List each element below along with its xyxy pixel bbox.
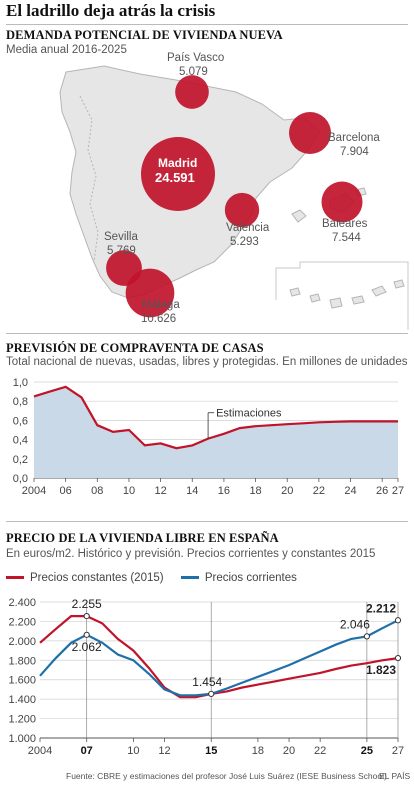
price-ytick-label: 1.200 — [8, 714, 36, 726]
sales-xtick-label: 22 — [313, 485, 325, 497]
bubble-m-laga — [125, 268, 175, 318]
sales-subtitle: Total nacional de nuevas, usadas, libres… — [6, 356, 408, 368]
price-annotation-label: 1.823 — [366, 663, 396, 677]
sales-xtick-label: 14 — [186, 485, 198, 497]
price-xtick-label: 07 — [81, 745, 93, 757]
sales-ytick-label: 1,0 — [13, 377, 28, 389]
sales-chart: Estimaciones 0,0 0,2 0,4 0,6 0,8 1,0 2004 06 08… — [13, 377, 404, 497]
label-valencia-name: Valencia — [226, 222, 270, 234]
sales-xtick-label: 18 — [249, 485, 261, 497]
sales-xtick-label: 26 — [376, 485, 388, 497]
label-barcelona-value: 7.904 — [340, 146, 369, 158]
price-ytick-label: 1.400 — [8, 694, 36, 706]
price-point-marker — [83, 631, 90, 638]
sales-ytick-label: 0,4 — [13, 435, 28, 447]
section-divider-2 — [6, 521, 408, 522]
sales-line — [33, 385, 398, 450]
sales-ytick-label: 0,6 — [13, 415, 28, 427]
legend-item-current: Precios corrientes — [180, 571, 297, 584]
sales-xtick-label: 06 — [60, 485, 72, 497]
sales-title: PREVISIÓN DE COMPRAVENTA DE CASAS — [6, 341, 264, 355]
sales-ytick-label: 0,8 — [13, 396, 28, 408]
price-point-marker — [394, 654, 402, 662]
label-madrid-name: Madrid — [158, 156, 198, 170]
label-baleares-name: Baleares — [322, 218, 368, 230]
estimate-label: Estimaciones — [216, 408, 282, 420]
price-xtick-label: 20 — [283, 745, 295, 757]
label-baleares-value: 7.544 — [332, 232, 361, 244]
sales-xtick-label: 24 — [344, 485, 356, 497]
sales-xtick-label: 27 — [392, 485, 404, 497]
price-point-marker — [394, 617, 402, 624]
sales-xtick-label: 2004 — [22, 485, 46, 497]
sales-xtick-label: 16 — [218, 485, 230, 497]
price-ytick-label: 2.200 — [8, 616, 36, 628]
price-xtick-label: 18 — [252, 745, 264, 757]
legend-label-current: Precios corrientes — [204, 571, 297, 584]
price-xtick-label: 27 — [392, 745, 404, 757]
price-xtick-label: 2004 — [28, 745, 52, 757]
price-chart: 2.255 2.062 1.454 2.046 2.212 1.823 1.000 1.20… — [8, 597, 404, 757]
spain-map — [59, 65, 409, 330]
bubble-pa-s-vasco — [175, 75, 209, 109]
price-ytick-label: 1.600 — [8, 675, 36, 687]
price-ytick-label: 2.400 — [8, 597, 36, 609]
legend-swatch-constant — [6, 576, 24, 579]
price-point-marker — [83, 612, 90, 620]
bubble-madrid — [141, 137, 215, 211]
price-annotation-label: 2.255 — [72, 597, 102, 611]
price-annotation-label: 1.454 — [192, 675, 222, 689]
price-point-marker — [208, 690, 215, 697]
sales-ytick-label: 0,2 — [13, 454, 28, 466]
bubble-barcelona — [289, 112, 331, 154]
label-pais-vasco-name: País Vasco — [167, 52, 225, 64]
legend-swatch-current — [180, 576, 199, 579]
price-annotation-label: 2.046 — [340, 617, 370, 631]
legend-label-constant: Precios constantes (2015) — [30, 571, 164, 584]
price-subtitle: En euros/m2. Histórico y previsión. Prec… — [6, 548, 376, 560]
price-legend: Precios constantes (2015) Precios corrie… — [6, 570, 311, 584]
price-xtick-label: 15 — [205, 745, 217, 757]
map-title: DEMANDA POTENCIAL DE VIVIENDA NUEVA — [6, 28, 283, 42]
price-point-marker — [363, 633, 370, 640]
sales-xtick-label: 20 — [281, 485, 293, 497]
sales-xtick-label: 10 — [123, 485, 135, 497]
sales-area — [34, 386, 398, 478]
label-sevilla-name: Sevilla — [104, 231, 138, 243]
section-divider-1 — [6, 333, 408, 334]
label-madrid-value: 24.591 — [155, 170, 195, 185]
price-xtick-label: 12 — [158, 745, 170, 757]
sales-ytick-label: 0,0 — [13, 473, 28, 485]
legend-item-constant: Precios constantes (2015) — [6, 572, 164, 584]
sales-xtick-label: 12 — [154, 485, 166, 497]
series-line-constant — [39, 615, 399, 699]
map-subtitle: Media anual 2016-2025 — [6, 44, 127, 56]
price-xtick-label: 25 — [361, 745, 373, 757]
price-xtick-label: 22 — [314, 745, 326, 757]
price-ytick-label: 1.000 — [8, 733, 36, 745]
title-rule — [6, 24, 408, 25]
label-malaga-name: Málaga — [142, 299, 180, 311]
bubble-baleares — [321, 181, 363, 223]
bubble-valencia — [224, 192, 260, 228]
footer-source: Fuente: CBRE y estimaciones del profesor… — [66, 771, 390, 781]
canary-inset-frame — [275, 261, 409, 330]
series-line-current — [39, 619, 399, 697]
price-annotation-label: 2.062 — [72, 640, 102, 654]
label-valencia-value: 5.293 — [230, 236, 259, 248]
price-ytick-label: 2.000 — [8, 636, 36, 648]
price-xtick-label: 10 — [127, 745, 139, 757]
canary-islands — [289, 279, 405, 309]
sales-xtick-label: 08 — [91, 485, 103, 497]
price-annotation-label: 2.212 — [366, 601, 396, 615]
label-barcelona-name: Barcelona — [328, 132, 380, 144]
page-title: El ladrillo deja atrás la crisis — [6, 1, 216, 20]
price-title: PRECIO DE LA VIVIENDA LIBRE EN ESPAÑA — [6, 531, 279, 545]
label-sevilla-value: 5.769 — [107, 245, 136, 257]
portugal-border — [79, 95, 99, 263]
price-ytick-label: 1.800 — [8, 655, 36, 667]
footer-brand: EL PAÍS — [379, 771, 411, 781]
label-malaga-value: 10.626 — [141, 313, 177, 325]
label-pais-vasco-value: 5.079 — [179, 66, 208, 78]
